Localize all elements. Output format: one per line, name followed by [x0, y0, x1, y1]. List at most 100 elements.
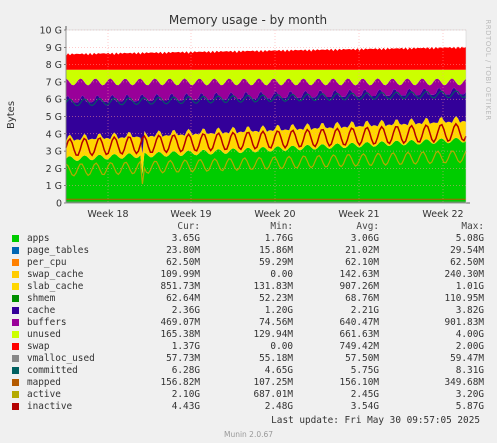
legend-value-cur: 62.64M: [166, 293, 200, 304]
legend-swatch: [12, 247, 19, 254]
y-tick-label: 1 G: [46, 181, 62, 192]
y-tick-label: 5 G: [46, 112, 62, 123]
y-tick-label: 2 G: [46, 164, 62, 175]
legend-series-name: shmem: [27, 293, 56, 304]
legend-value-avg: 62.10M: [345, 257, 379, 268]
legend-value-avg: 661.63M: [339, 329, 379, 340]
legend-swatch: [12, 283, 19, 290]
legend-value-min: 55.18M: [259, 353, 293, 364]
legend-value-min: 52.23M: [259, 293, 293, 304]
legend-value-max: 62.50M: [450, 257, 484, 268]
legend-row-page-tables: page_tables 23.80M 15.86M 21.02M 29.54M: [12, 245, 492, 257]
legend: Cur: Min: Avg: Max: apps 3.65G 1.76G 3.06G 5…: [12, 221, 492, 413]
legend-value-max: 29.54M: [450, 245, 484, 256]
legend-row-swap: swap 1.37G 0.00 749.42M 2.00G: [12, 341, 492, 353]
legend-value-avg: 3.06G: [350, 233, 379, 244]
y-tick-label: 7 G: [46, 77, 62, 88]
area-buffers: [66, 78, 466, 103]
legend-value-max: 5.08G: [455, 233, 484, 244]
legend-value-cur: 851.73M: [160, 281, 200, 292]
legend-value-avg: 57.50M: [345, 353, 379, 364]
legend-value-max: 8.31G: [455, 365, 484, 376]
legend-series-name: swap_cache: [27, 269, 84, 280]
munin-version: Munin 2.0.67: [223, 430, 274, 439]
rrdtool-credit: RRDTOOL / TOBI OETIKER: [484, 19, 492, 120]
legend-value-max: 2.00G: [455, 341, 484, 352]
area-slab-cache: [66, 116, 466, 174]
legend-value-min: 687.01M: [253, 389, 293, 400]
legend-row-buffers: buffers 469.07M 74.56M 640.47M 901.83M: [12, 317, 492, 329]
y-tick-label: 9 G: [46, 43, 62, 54]
legend-value-min: 0.00: [270, 269, 293, 280]
legend-header-avg: Avg:: [356, 221, 379, 232]
legend-value-min: 74.56M: [259, 317, 293, 328]
legend-series-name: inactive: [27, 401, 73, 412]
y-tick-label: 0: [56, 199, 62, 210]
legend-value-avg: 68.76M: [345, 293, 379, 304]
legend-value-avg: 907.26M: [339, 281, 379, 292]
legend-swatch: [12, 367, 19, 374]
legend-series-name: vmalloc_used: [27, 353, 95, 364]
legend-swatch: [12, 403, 19, 410]
legend-value-max: 3.82G: [455, 305, 484, 316]
legend-swatch: [12, 355, 19, 362]
legend-value-min: 1.20G: [264, 305, 293, 316]
legend-value-avg: 640.47M: [339, 317, 379, 328]
legend-value-cur: 1.37G: [171, 341, 200, 352]
legend-value-avg: 5.75G: [350, 365, 379, 376]
legend-row-per-cpu: per_cpu 62.50M 59.29M 62.10M 62.50M: [12, 257, 492, 269]
legend-header-cur: Cur:: [177, 221, 200, 232]
line-active: [65, 150, 467, 185]
legend-value-min: 107.25M: [253, 377, 293, 388]
legend-value-avg: 2.45G: [350, 389, 379, 400]
legend-row-active: active 2.10G 687.01M 2.45G 3.20G: [12, 389, 492, 401]
legend-swatch: [12, 235, 19, 242]
legend-value-max: 59.47M: [450, 353, 484, 364]
legend-value-cur: 62.50M: [166, 257, 200, 268]
legend-swatch: [12, 271, 19, 278]
legend-row-swap-cache: swap_cache 109.99M 0.00 142.63M 240.30M: [12, 269, 492, 281]
legend-value-cur: 165.38M: [160, 329, 200, 340]
legend-row-vmalloc-used: vmalloc_used 57.73M 55.18M 57.50M 59.47M: [12, 353, 492, 365]
y-tick-label: 6 G: [46, 95, 62, 106]
y-tick-label: 10 G: [40, 26, 62, 37]
legend-header: Cur: Min: Avg: Max:: [12, 221, 492, 233]
legend-swatch: [12, 319, 19, 326]
legend-value-avg: 3.54G: [350, 401, 379, 412]
x-tick-label: Week 19: [170, 209, 211, 220]
legend-value-max: 240.30M: [444, 269, 484, 280]
legend-value-avg: 21.02M: [345, 245, 379, 256]
legend-swatch: [12, 343, 19, 350]
legend-series-name: mapped: [27, 377, 61, 388]
legend-value-min: 4.65G: [264, 365, 293, 376]
legend-series-name: swap: [27, 341, 50, 352]
legend-series-name: apps: [27, 233, 50, 244]
legend-series-name: slab_cache: [27, 281, 84, 292]
legend-value-min: 1.76G: [264, 233, 293, 244]
legend-value-max: 3.20G: [455, 389, 484, 400]
legend-value-cur: 2.36G: [171, 305, 200, 316]
chart-title: Memory usage - by month: [169, 13, 327, 27]
x-tick-label: Week 18: [87, 209, 128, 220]
legend-value-cur: 3.65G: [171, 233, 200, 244]
x-tick-label: Week 20: [254, 209, 295, 220]
legend-value-cur: 469.07M: [160, 317, 200, 328]
legend-swatch: [12, 295, 19, 302]
legend-value-min: 2.48G: [264, 401, 293, 412]
legend-value-cur: 6.28G: [171, 365, 200, 376]
legend-value-cur: 109.99M: [160, 269, 200, 280]
legend-value-min: 0.00: [270, 341, 293, 352]
legend-swatch: [12, 391, 19, 398]
x-tick-label: Week 22: [422, 209, 463, 220]
y-tick-label: 8 G: [46, 60, 62, 71]
legend-value-max: 349.68M: [444, 377, 484, 388]
legend-value-max: 110.95M: [444, 293, 484, 304]
area-swap: [66, 46, 466, 70]
legend-row-cache: cache 2.36G 1.20G 2.21G 3.82G: [12, 305, 492, 317]
legend-value-cur: 57.73M: [166, 353, 200, 364]
legend-row-committed: committed 6.28G 4.65G 5.75G 8.31G: [12, 365, 492, 377]
legend-series-name: cache: [27, 305, 56, 316]
legend-value-avg: 156.10M: [339, 377, 379, 388]
legend-value-min: 15.86M: [259, 245, 293, 256]
